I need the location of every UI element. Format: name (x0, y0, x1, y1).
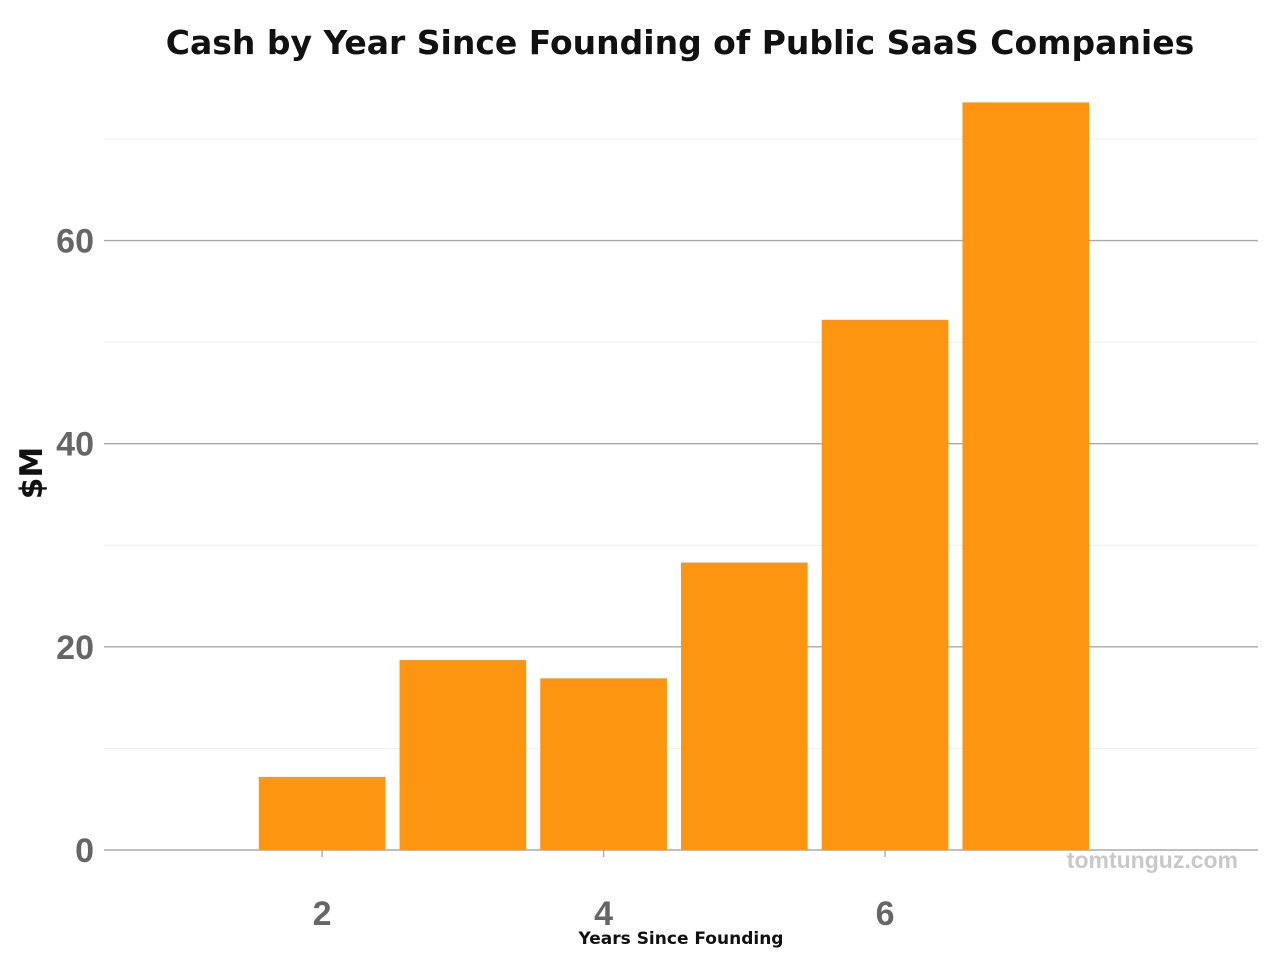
x-tick-label: 2 (313, 895, 332, 933)
bar-year-4 (540, 678, 667, 850)
chart-title: Cash by Year Since Founding of Public Sa… (166, 23, 1194, 62)
x-tick-label: 4 (594, 895, 613, 933)
x-axis-ticks: 2 4 6 (313, 850, 895, 933)
y-tick-label: 0 (75, 832, 94, 870)
bar-year-7 (962, 102, 1090, 850)
y-tick-label: 20 (56, 629, 94, 667)
bar-year-2 (258, 776, 386, 850)
bar-year-3 (399, 660, 527, 850)
watermark: tomtunguz.com (1067, 847, 1238, 873)
x-axis-title: Years Since Founding (578, 929, 784, 949)
y-tick-label: 60 (56, 223, 94, 261)
x-tick-label: 6 (876, 895, 895, 933)
bar-year-6 (821, 319, 949, 850)
y-tick-label: 40 (56, 426, 94, 464)
y-axis-title: $M (14, 447, 50, 499)
bars (258, 102, 1090, 850)
bar-year-5 (681, 562, 808, 850)
y-axis-tick-labels: 0 20 40 60 (56, 223, 94, 870)
